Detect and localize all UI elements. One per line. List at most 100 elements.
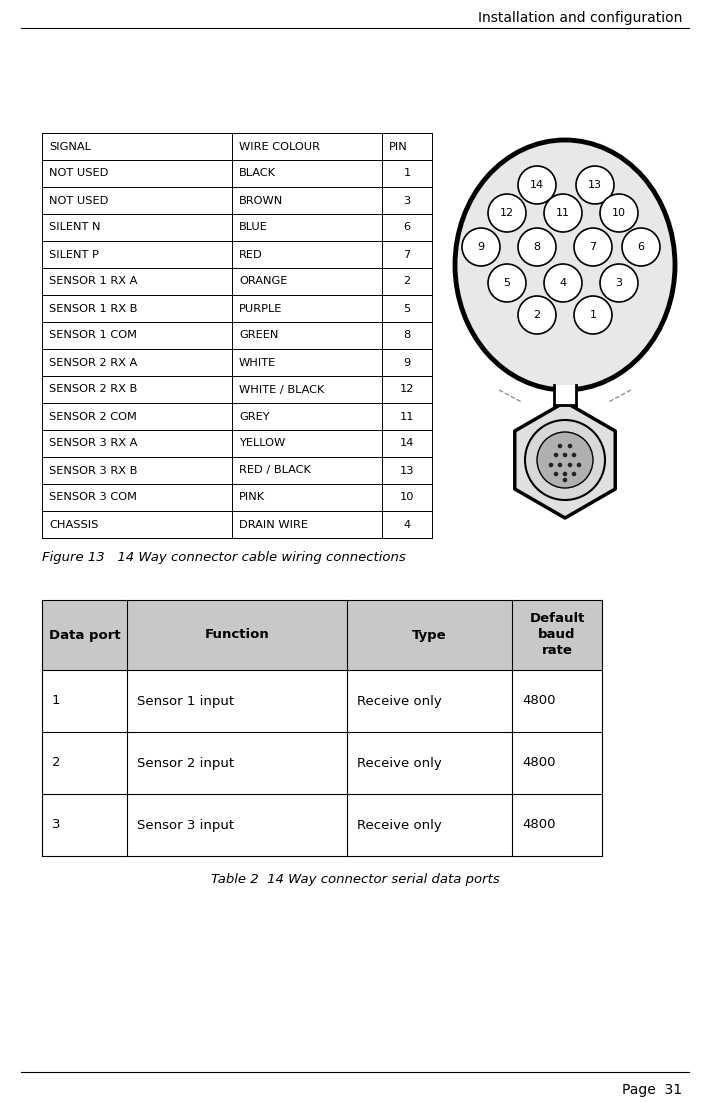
Text: PIN: PIN [389, 141, 408, 151]
Text: WIRE COLOUR: WIRE COLOUR [239, 141, 320, 151]
Text: NOT USED: NOT USED [49, 169, 109, 179]
Text: 2: 2 [533, 310, 540, 320]
Text: BLUE: BLUE [239, 223, 268, 233]
Circle shape [544, 264, 582, 302]
Text: 11: 11 [400, 411, 414, 421]
Circle shape [572, 472, 577, 476]
Text: 12: 12 [500, 208, 514, 218]
Text: 4800: 4800 [522, 694, 555, 707]
Text: 3: 3 [616, 278, 623, 288]
Text: 4800: 4800 [522, 756, 555, 769]
Circle shape [563, 477, 567, 483]
Text: Sensor 1 input: Sensor 1 input [137, 694, 234, 707]
Text: WHITE / BLACK: WHITE / BLACK [239, 385, 324, 395]
Circle shape [557, 444, 562, 449]
Text: 3: 3 [403, 195, 410, 205]
Text: Receive only: Receive only [357, 819, 442, 832]
Text: SENSOR 1 COM: SENSOR 1 COM [49, 331, 137, 341]
Text: Sensor 3 input: Sensor 3 input [137, 819, 234, 832]
Circle shape [557, 463, 562, 467]
Text: 1: 1 [52, 694, 60, 707]
Circle shape [488, 194, 526, 233]
Text: Default
baud
rate: Default baud rate [530, 613, 585, 658]
Text: 6: 6 [638, 242, 645, 252]
Text: 14: 14 [400, 439, 414, 449]
Text: SENSOR 2 RX A: SENSOR 2 RX A [49, 357, 137, 367]
Circle shape [518, 166, 556, 204]
Circle shape [600, 264, 638, 302]
Text: YELLOW: YELLOW [239, 439, 285, 449]
Text: 2: 2 [403, 277, 410, 287]
Text: GREY: GREY [239, 411, 270, 421]
Circle shape [488, 264, 526, 302]
Text: RED / BLACK: RED / BLACK [239, 465, 311, 475]
Text: 12: 12 [400, 385, 414, 395]
Text: NOT USED: NOT USED [49, 195, 109, 205]
Text: BROWN: BROWN [239, 195, 283, 205]
Text: SENSOR 1 RX A: SENSOR 1 RX A [49, 277, 137, 287]
Text: SIGNAL: SIGNAL [49, 141, 91, 151]
Text: SILENT N: SILENT N [49, 223, 101, 233]
Circle shape [576, 166, 614, 204]
Text: Function: Function [204, 628, 269, 641]
Bar [42, 599, 602, 670]
Text: CHASSIS: CHASSIS [49, 519, 99, 529]
Text: PINK: PINK [239, 493, 265, 503]
Text: Sensor 2 input: Sensor 2 input [137, 756, 234, 769]
Text: Type: Type [413, 628, 447, 641]
Circle shape [563, 453, 567, 457]
Text: SENSOR 3 COM: SENSOR 3 COM [49, 493, 137, 503]
Text: 4: 4 [403, 519, 410, 529]
Text: 9: 9 [477, 242, 484, 252]
Text: 6: 6 [403, 223, 410, 233]
Text: 11: 11 [556, 208, 570, 218]
Circle shape [537, 432, 593, 488]
Text: SENSOR 3 RX A: SENSOR 3 RX A [49, 439, 137, 449]
Text: 13: 13 [400, 465, 414, 475]
Circle shape [600, 194, 638, 233]
Ellipse shape [455, 140, 675, 390]
Text: 1: 1 [403, 169, 410, 179]
Text: 10: 10 [400, 493, 414, 503]
Text: 13: 13 [588, 180, 602, 190]
Text: PURPLE: PURPLE [239, 303, 283, 313]
Circle shape [574, 296, 612, 334]
Text: 5: 5 [403, 303, 410, 313]
Bar [554, 385, 576, 406]
Text: RED: RED [239, 249, 263, 259]
Text: 5: 5 [503, 278, 510, 288]
Circle shape [568, 444, 572, 449]
Circle shape [554, 453, 558, 457]
Circle shape [577, 463, 581, 467]
Text: Receive only: Receive only [357, 694, 442, 707]
Circle shape [518, 228, 556, 266]
Circle shape [563, 472, 567, 476]
Text: 7: 7 [403, 249, 410, 259]
Circle shape [462, 228, 500, 266]
Text: SILENT P: SILENT P [49, 249, 99, 259]
Text: GREEN: GREEN [239, 331, 278, 341]
Text: WHITE: WHITE [239, 357, 276, 367]
Text: SENSOR 2 RX B: SENSOR 2 RX B [49, 385, 137, 395]
Text: Table 2  14 Way connector serial data ports: Table 2 14 Way connector serial data por… [211, 874, 499, 886]
Text: Data port: Data port [49, 628, 120, 641]
Text: 4: 4 [559, 278, 567, 288]
Text: 8: 8 [533, 242, 540, 252]
Circle shape [544, 194, 582, 233]
Text: Receive only: Receive only [357, 756, 442, 769]
Text: 9: 9 [403, 357, 410, 367]
Text: 3: 3 [52, 819, 60, 832]
Text: 4800: 4800 [522, 819, 555, 832]
Text: 14: 14 [530, 180, 544, 190]
Text: DRAIN WIRE: DRAIN WIRE [239, 519, 308, 529]
Text: BLACK: BLACK [239, 169, 276, 179]
Polygon shape [515, 402, 616, 518]
Text: 10: 10 [612, 208, 626, 218]
Circle shape [568, 463, 572, 467]
Circle shape [554, 472, 558, 476]
Text: SENSOR 2 COM: SENSOR 2 COM [49, 411, 137, 421]
Text: 2: 2 [52, 756, 60, 769]
Circle shape [622, 228, 660, 266]
Circle shape [572, 453, 577, 457]
Text: Figure 13   14 Way connector cable wiring connections: Figure 13 14 Way connector cable wiring … [42, 551, 405, 563]
